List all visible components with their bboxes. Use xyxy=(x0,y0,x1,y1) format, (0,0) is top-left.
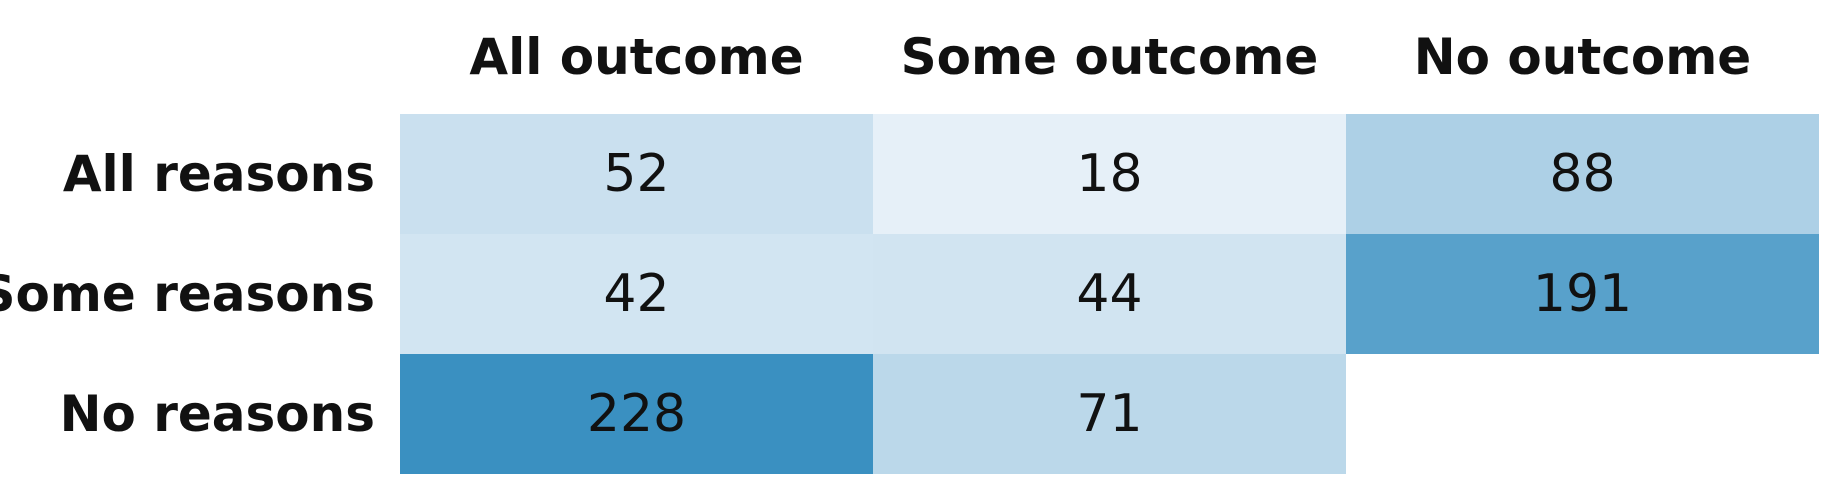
heatmap-cell-value-label: 228 xyxy=(587,384,686,444)
heatmap-cell-value-label: 18 xyxy=(1076,144,1142,204)
row-label: All reasons xyxy=(63,145,375,203)
heatmap-cell-labels: 52 18 88 42 44 191 228 71 xyxy=(587,144,1632,444)
heatmap-cell xyxy=(400,354,873,474)
heatmap-cells xyxy=(400,114,1819,474)
heatmap-cell-value-label: 88 xyxy=(1549,144,1615,204)
heatmap-cell-value-label: 44 xyxy=(1076,264,1142,324)
heatmap-cell xyxy=(1346,114,1819,234)
heatmap-cell xyxy=(1346,354,1819,474)
heatmap-cell xyxy=(1346,234,1819,354)
heatmap-cell xyxy=(873,114,1346,234)
heatmap-cell xyxy=(873,354,1346,474)
heatmap-cell-value-label: 52 xyxy=(603,144,669,204)
heatmap-row-labels: All reasons Some reasons No reasons xyxy=(0,145,375,443)
heatmap-column-labels: All outcome Some outcome No outcome xyxy=(469,28,1751,86)
column-label: Some outcome xyxy=(901,28,1319,86)
column-label: All outcome xyxy=(469,28,803,86)
heatmap-cell xyxy=(873,234,1346,354)
heatmap-cell-value-label: 42 xyxy=(603,264,669,324)
heatmap-cell-value-label: 71 xyxy=(1076,384,1142,444)
row-label: No reasons xyxy=(60,385,375,443)
heatmap-cell xyxy=(400,114,873,234)
heatmap-cell xyxy=(400,234,873,354)
column-label: No outcome xyxy=(1414,28,1751,86)
row-label: Some reasons xyxy=(0,265,375,323)
heatmap-cell-value-label: 191 xyxy=(1533,264,1632,324)
